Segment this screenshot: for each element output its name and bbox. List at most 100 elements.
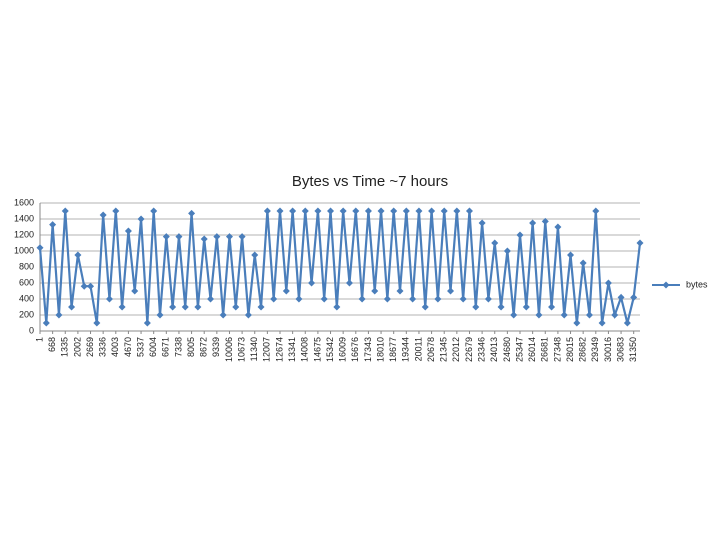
x-tick-label: 8672 xyxy=(199,337,209,357)
data-point xyxy=(611,311,619,319)
data-point xyxy=(459,295,467,303)
data-point xyxy=(573,319,581,327)
data-point xyxy=(61,207,69,215)
x-tick-label: 16009 xyxy=(338,337,348,362)
legend-marker xyxy=(662,281,670,289)
chart-title: Bytes vs Time ~7 hours xyxy=(292,173,448,190)
data-point xyxy=(535,311,543,319)
data-point xyxy=(598,319,606,327)
data-point xyxy=(453,207,461,215)
data-point xyxy=(175,233,183,241)
data-point xyxy=(150,207,158,215)
x-tick-label: 18677 xyxy=(388,337,398,362)
data-point xyxy=(567,251,575,259)
data-point xyxy=(282,287,290,295)
data-point xyxy=(225,233,233,241)
x-tick-label: 5337 xyxy=(135,337,145,357)
x-tick-label: 2669 xyxy=(85,337,95,357)
y-tick-label: 1600 xyxy=(14,197,34,207)
data-point xyxy=(491,239,499,247)
x-tick-label: 20011 xyxy=(413,337,423,361)
data-point xyxy=(579,259,587,267)
data-point xyxy=(390,207,398,215)
data-point xyxy=(484,295,492,303)
data-point xyxy=(371,287,379,295)
data-point xyxy=(99,211,107,219)
data-point xyxy=(232,303,240,311)
x-tick-label: 4003 xyxy=(110,337,120,357)
data-point xyxy=(143,319,151,327)
data-point xyxy=(244,311,252,319)
x-tick-label: 15342 xyxy=(325,337,335,362)
data-point xyxy=(162,233,170,241)
data-point xyxy=(465,207,473,215)
x-tick-label: 1 xyxy=(34,337,44,342)
data-point xyxy=(377,207,385,215)
x-tick-label: 10673 xyxy=(236,337,246,362)
data-point xyxy=(169,303,177,311)
data-point xyxy=(529,219,537,227)
x-tick-label: 9339 xyxy=(211,337,221,357)
data-point xyxy=(447,287,455,295)
x-tick-label: 26681 xyxy=(540,337,550,362)
y-tick-label: 400 xyxy=(19,293,34,303)
data-point xyxy=(55,311,63,319)
data-point xyxy=(358,295,366,303)
data-point xyxy=(428,207,436,215)
data-point xyxy=(415,207,423,215)
data-point xyxy=(295,295,303,303)
data-point xyxy=(194,303,202,311)
y-tick-label: 800 xyxy=(19,261,34,271)
data-point xyxy=(623,319,631,327)
data-point xyxy=(124,227,132,235)
data-point xyxy=(472,303,480,311)
data-point xyxy=(219,311,227,319)
y-tick-label: 600 xyxy=(19,277,34,287)
data-point xyxy=(554,223,562,231)
data-point xyxy=(36,244,44,252)
data-point xyxy=(327,207,335,215)
x-tick-label: 26014 xyxy=(527,337,537,362)
data-point xyxy=(68,303,76,311)
legend-label: bytes xyxy=(686,279,708,289)
y-tick-label: 1200 xyxy=(14,229,34,239)
data-point xyxy=(396,287,404,295)
data-point xyxy=(118,303,126,311)
y-tick-label: 1400 xyxy=(14,213,34,223)
data-point xyxy=(522,303,530,311)
data-point xyxy=(320,295,328,303)
data-point xyxy=(421,303,429,311)
x-tick-label: 2002 xyxy=(72,337,82,357)
data-point xyxy=(308,279,316,287)
data-point xyxy=(383,295,391,303)
data-point xyxy=(263,207,271,215)
data-point xyxy=(510,311,518,319)
x-tick-label: 12007 xyxy=(262,337,272,362)
x-tick-label: 6004 xyxy=(148,337,158,357)
data-point xyxy=(541,217,549,225)
x-tick-label: 17343 xyxy=(363,337,373,362)
data-point xyxy=(604,279,612,287)
x-tick-label: 16676 xyxy=(350,337,360,362)
x-tick-label: 19344 xyxy=(401,337,411,362)
data-point xyxy=(257,303,265,311)
data-point xyxy=(560,311,568,319)
x-tick-label: 11340 xyxy=(249,337,259,361)
data-point xyxy=(93,319,101,327)
data-point xyxy=(497,303,505,311)
y-tick-label: 1000 xyxy=(14,245,34,255)
x-tick-label: 13341 xyxy=(287,337,297,362)
x-tick-label: 27348 xyxy=(552,337,562,362)
data-point xyxy=(301,207,309,215)
x-tick-label: 25347 xyxy=(514,337,524,362)
data-point xyxy=(80,282,88,290)
data-point xyxy=(434,295,442,303)
x-tick-label: 3336 xyxy=(98,337,108,357)
data-point xyxy=(49,221,57,229)
y-tick-label: 200 xyxy=(19,309,34,319)
data-point xyxy=(345,279,353,287)
data-point xyxy=(516,231,524,239)
x-tick-label: 14008 xyxy=(300,337,310,362)
